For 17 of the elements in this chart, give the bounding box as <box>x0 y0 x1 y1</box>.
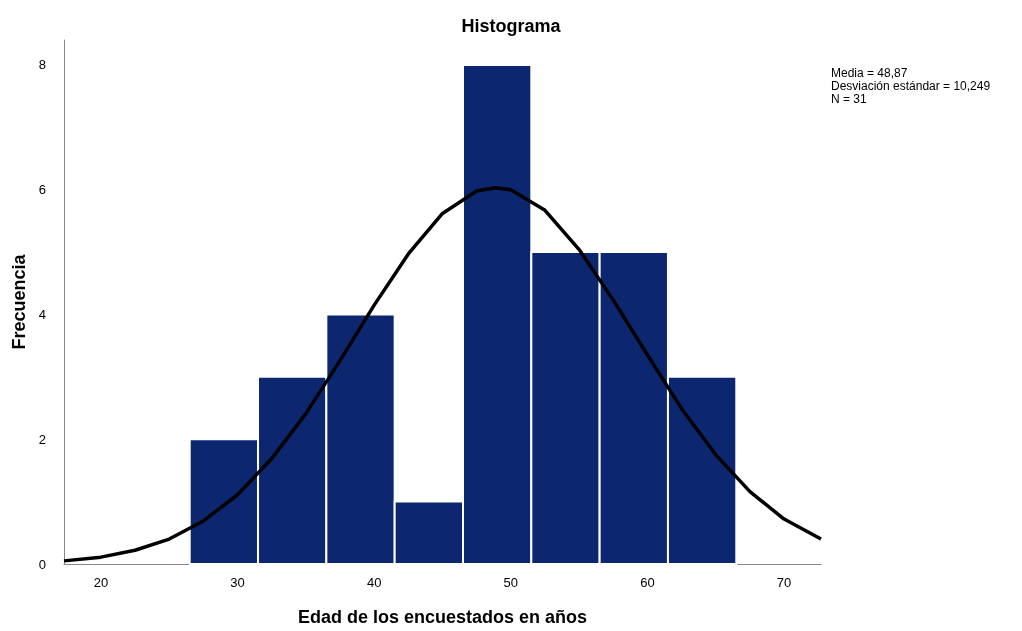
y-axis-title: Frecuencia <box>8 253 29 350</box>
y-tick-label: 6 <box>38 182 46 198</box>
y-tick-label: 2 <box>38 431 46 447</box>
y-tick-label: 8 <box>38 57 46 73</box>
x-tick-label: 40 <box>366 575 382 590</box>
x-tick-label: 60 <box>640 575 655 590</box>
x-tick-label: 50 <box>503 575 519 590</box>
text: Media = 48,87 <box>831 66 908 80</box>
x-tick-label: 70 <box>776 575 792 590</box>
y-tick-label: 4 <box>38 306 46 322</box>
chart-title: Histograma <box>461 16 562 36</box>
text: Desviación estándar = 10,249 <box>831 79 991 93</box>
x-tick-label: 30 <box>230 575 245 590</box>
x-tick-label: 20 <box>93 575 109 590</box>
x-axis-title: Edad de los encuestados en años <box>297 607 588 627</box>
text: N = 31 <box>831 92 868 106</box>
y-tick-label: 0 <box>38 556 46 572</box>
